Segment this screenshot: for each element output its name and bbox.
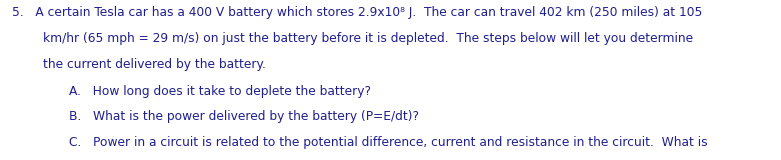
Text: 5.   A certain Tesla car has a 400 V battery which stores 2.9x10⁸ J.  The car ca: 5. A certain Tesla car has a 400 V batte… (12, 6, 703, 19)
Text: km/hr (65 mph = 29 m/s) on just the battery before it is depleted.  The steps be: km/hr (65 mph = 29 m/s) on just the batt… (43, 32, 693, 45)
Text: the current delivered by the battery.: the current delivered by the battery. (43, 58, 266, 71)
Text: C.   Power in a circuit is related to the potential difference, current and resi: C. Power in a circuit is related to the … (69, 136, 708, 149)
Text: B.   What is the power delivered by the battery (P=E/dt)?: B. What is the power delivered by the ba… (69, 110, 419, 123)
Text: A.   How long does it take to deplete the battery?: A. How long does it take to deplete the … (69, 85, 371, 98)
